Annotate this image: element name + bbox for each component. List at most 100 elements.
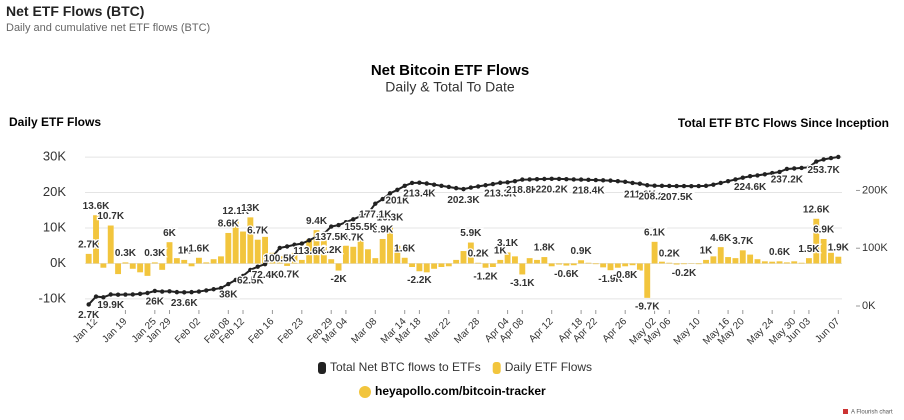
bar: [600, 263, 607, 268]
point: [711, 182, 716, 187]
point: [475, 184, 481, 189]
point: [365, 211, 371, 216]
bar: [137, 263, 144, 273]
bar: [563, 263, 570, 266]
point: [622, 179, 628, 184]
bar: [614, 263, 621, 268]
bar: [306, 239, 313, 264]
bar: [416, 263, 423, 272]
point: [218, 285, 224, 291]
point: [130, 292, 135, 297]
point: [652, 183, 657, 188]
point: [409, 180, 415, 186]
point: [329, 224, 334, 229]
point: [255, 264, 260, 269]
bar: [342, 245, 349, 264]
bar: [313, 230, 320, 264]
point: [571, 177, 576, 182]
bar: [791, 261, 798, 264]
point: [578, 177, 584, 182]
bar: [144, 263, 151, 276]
point: [556, 176, 562, 182]
value-label: 6K: [163, 228, 177, 239]
bar: [107, 225, 114, 264]
point: [86, 302, 91, 307]
x-tick-label: Mar 22: [423, 316, 453, 346]
bar: [357, 240, 364, 264]
bar: [658, 261, 665, 264]
value-label: 224.6K: [734, 182, 767, 193]
bar: [129, 263, 136, 269]
value-label: 220.2K: [536, 184, 569, 195]
bar: [232, 220, 239, 264]
bar: [754, 259, 761, 264]
bar: [548, 263, 555, 267]
bar: [497, 259, 504, 264]
point: [204, 288, 209, 293]
bar: [482, 263, 489, 268]
point: [505, 180, 510, 185]
point: [740, 175, 745, 180]
x-tick-label: Jun 07: [813, 316, 842, 345]
value-label: 6.1K: [644, 227, 666, 238]
bar: [203, 262, 210, 264]
bar: [732, 258, 739, 264]
point: [93, 294, 99, 299]
value-label: 113.6K: [293, 246, 325, 257]
value-label: -0.8K: [613, 270, 638, 281]
x-tick-label: Mar 08: [350, 316, 380, 346]
point: [512, 179, 518, 184]
bar: [445, 263, 452, 267]
bar: [681, 263, 687, 265]
point: [380, 196, 385, 202]
value-label: 1.6K: [188, 243, 210, 254]
value-label: 2.7K: [78, 240, 100, 251]
x-tick-label: Feb 23: [276, 316, 306, 346]
value-label: 0.2K: [468, 248, 490, 259]
bar: [578, 260, 585, 264]
value-label: 13.6K: [83, 201, 110, 212]
page-title: Net ETF Flows (BTC): [6, 3, 145, 19]
bar: [761, 261, 768, 264]
bar: [556, 263, 562, 265]
y2-axis-title: Total ETF BTC Flows Since Inception: [678, 116, 889, 130]
bar: [122, 262, 129, 264]
value-label: 1.8K: [534, 243, 556, 254]
x-tick-label: Jan 19: [100, 316, 129, 345]
point: [336, 222, 341, 228]
point: [262, 261, 268, 267]
bar: [276, 256, 283, 264]
y-tick-label: 30K: [43, 149, 66, 164]
bar: [460, 251, 467, 264]
bar: [394, 245, 401, 264]
value-label: 100.5K: [264, 254, 297, 265]
value-label: 62.5K: [237, 276, 264, 287]
value-label: 201K: [385, 196, 410, 207]
point: [461, 186, 466, 192]
point: [520, 177, 525, 182]
point: [718, 180, 723, 186]
bar: [636, 263, 643, 271]
bar: [387, 226, 393, 264]
point: [674, 183, 679, 189]
point: [586, 177, 591, 183]
legend-label: Total Net BTC flows to ETFs: [330, 360, 481, 374]
value-label: 23.6K: [171, 298, 198, 309]
bar: [585, 262, 592, 264]
point: [123, 292, 128, 297]
bar: [622, 263, 629, 267]
value-label: 218.4K: [572, 185, 605, 196]
bar: [365, 249, 371, 264]
bar: [225, 232, 232, 264]
legend-swatch: [492, 362, 501, 374]
bar: [438, 263, 445, 267]
point: [527, 177, 532, 182]
value-label: -1.2K: [473, 271, 498, 282]
value-label: 3.1K: [497, 238, 519, 249]
x-tick-label: Mar 28: [452, 316, 482, 346]
bar: [453, 259, 460, 264]
point: [784, 166, 790, 172]
value-label: 213.4K: [403, 188, 436, 199]
bar: [93, 215, 99, 264]
footer-link[interactable]: heyapollo.com/bitcoin-tracker: [375, 384, 546, 398]
